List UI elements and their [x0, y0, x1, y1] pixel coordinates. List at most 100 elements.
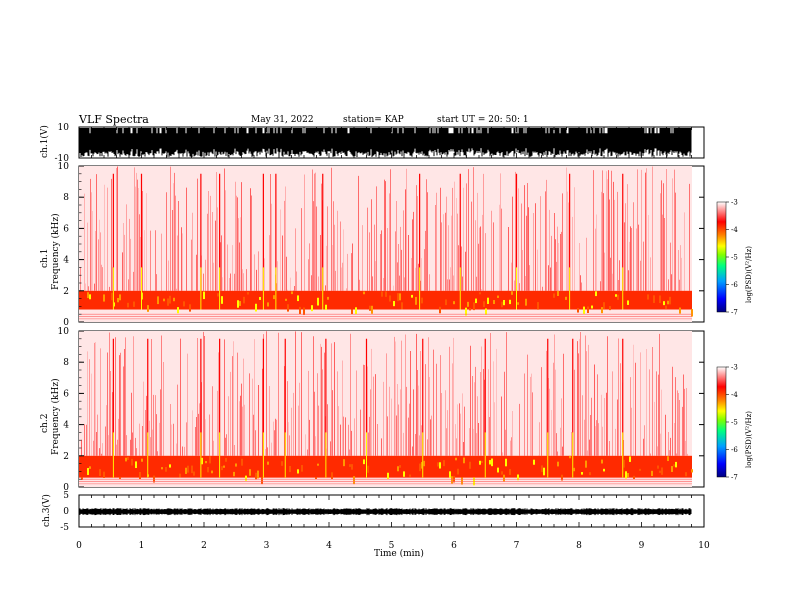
- band-speckle: [363, 291, 365, 295]
- band-speckle: [281, 461, 283, 466]
- band-speckle: [161, 467, 163, 470]
- band-speckle: [173, 297, 175, 302]
- band-speckle: [669, 296, 671, 305]
- band-speckle: [163, 298, 165, 302]
- ch1-waveform-trace: [79, 128, 692, 157]
- band-speckle: [453, 301, 455, 305]
- ch1-spectrogram-ylabel-channel: ch.1: [40, 248, 50, 268]
- band-speckle: [393, 301, 395, 307]
- band-speckle: [315, 477, 317, 480]
- band-speckle: [659, 295, 661, 304]
- x-tick-label: 2: [201, 541, 207, 551]
- band-speckle: [483, 301, 485, 307]
- ch3-ytick-label: 5: [63, 491, 69, 501]
- ch2-colorbar-tick-label: -6: [731, 446, 738, 454]
- ch1-colorbar-tick-label: -4: [731, 226, 738, 234]
- band-speckle: [533, 459, 535, 465]
- band-speckle: [397, 466, 399, 472]
- band-speckle: [461, 477, 463, 485]
- band-speckle: [465, 307, 467, 316]
- band-speckle: [207, 467, 209, 473]
- band-speckle: [421, 297, 423, 304]
- band-speckle: [399, 465, 401, 468]
- x-tick-label: 10: [698, 541, 710, 551]
- start-time-label: start UT = 20: 50: 1: [437, 115, 529, 125]
- band-speckle: [351, 309, 353, 315]
- band-speckle: [103, 471, 105, 478]
- band-speckle: [497, 467, 499, 473]
- band-speckle: [135, 461, 137, 469]
- band-speckle: [439, 306, 441, 314]
- band-speckle: [437, 462, 439, 467]
- band-speckle: [455, 457, 457, 461]
- band-speckle: [221, 296, 223, 304]
- band-speckle: [389, 295, 391, 302]
- band-speckle: [399, 293, 401, 301]
- band-speckle: [363, 459, 365, 465]
- x-tick-label: 6: [451, 541, 457, 551]
- band-speckle: [591, 305, 593, 309]
- ch1-ytick-label: 8: [63, 193, 69, 203]
- band-speckle: [273, 295, 275, 300]
- band-speckle: [473, 302, 475, 311]
- band-speckle: [581, 472, 583, 475]
- ch2-ytick-label: 6: [63, 389, 69, 399]
- band-speckle: [511, 291, 513, 295]
- band-speckle: [501, 471, 503, 475]
- band-speckle: [603, 302, 605, 309]
- ch1-colorbar-label: log(PSD)(V²/Hz): [745, 246, 753, 303]
- band-speckle: [221, 466, 223, 471]
- band-speckle: [557, 290, 559, 297]
- x-tick-label: 1: [139, 541, 145, 551]
- band-speckle: [509, 469, 511, 475]
- band-speckle: [561, 474, 563, 481]
- band-speckle: [449, 471, 451, 478]
- band-speckle: [243, 296, 245, 304]
- band-speckle: [311, 305, 313, 312]
- band-speckle: [169, 464, 171, 468]
- band-speckle: [541, 465, 543, 473]
- band-speckle: [557, 461, 559, 467]
- band-speckle: [469, 461, 471, 469]
- band-speckle: [299, 306, 301, 315]
- band-speckle: [627, 300, 629, 305]
- band-speckle: [403, 471, 405, 477]
- x-tick-label: 3: [264, 541, 270, 551]
- band-speckle: [255, 472, 257, 480]
- band-speckle: [233, 471, 235, 477]
- band-speckle: [589, 472, 591, 476]
- band-speckle: [131, 458, 133, 466]
- band-speckle: [503, 299, 505, 306]
- band-speckle: [331, 472, 333, 479]
- band-speckle: [663, 301, 665, 306]
- ch1-spectrogram-ylabel-freq: Frequency (kHz): [51, 213, 61, 290]
- ch2-spectrogram: [79, 331, 727, 487]
- band-speckle: [81, 477, 83, 480]
- band-speckle: [287, 304, 289, 312]
- band-speckle: [297, 295, 299, 302]
- band-speckle: [439, 462, 441, 469]
- ch2-spectrogram-ylabel-freq: Frequency (kHz): [51, 378, 61, 455]
- band-speckle: [517, 302, 519, 305]
- ch1-ytick-label: 10: [58, 162, 70, 172]
- band-speckle: [651, 470, 653, 476]
- band-speckle: [503, 474, 505, 482]
- band-speckle: [297, 469, 299, 474]
- band-speckle: [629, 456, 631, 462]
- band-speckle: [209, 456, 211, 464]
- band-speckle: [653, 295, 655, 303]
- band-speckle: [585, 460, 587, 468]
- x-tick-label: 0: [76, 541, 82, 551]
- band-speckle: [485, 308, 487, 315]
- band-speckle: [201, 457, 203, 465]
- ch1-ytick-label: 6: [63, 224, 69, 234]
- band-speckle: [169, 295, 171, 304]
- band-speckle: [343, 459, 345, 467]
- band-speckle: [469, 308, 471, 311]
- band-speckle: [385, 291, 387, 297]
- ch1-ytick-label: 2: [63, 287, 69, 297]
- band-speckle: [667, 456, 669, 462]
- band-speckle: [411, 294, 413, 298]
- band-speckle: [349, 464, 351, 467]
